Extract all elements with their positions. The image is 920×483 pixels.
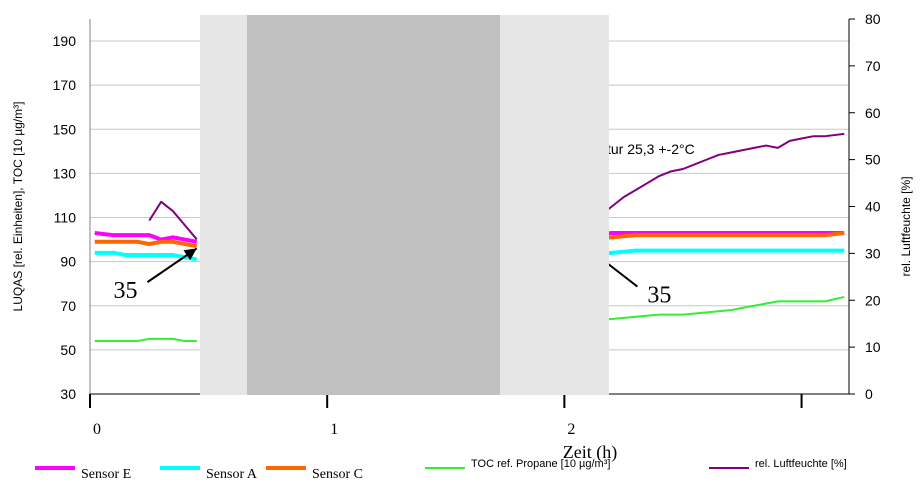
series-line [588,295,845,320]
occluder-inner [247,15,500,395]
left-tick-label: 110 [54,210,77,226]
left-tick-label: 170 [53,77,77,93]
left-tick-label: 130 [53,165,77,181]
series-line [94,239,198,249]
left-tick-label: 30 [60,386,76,402]
right-tick-label: 40 [865,199,881,215]
legend-label: Sensor E [81,467,131,482]
occluding-panel [200,15,609,395]
left-tick-label: 150 [53,121,77,137]
legend: Sensor E Sensor A Sensor C TOC ref. Propane… [35,458,847,482]
left-tick-label: 70 [60,298,76,314]
left-tick-label: 50 [60,342,76,358]
series-lines [94,132,845,343]
left-tick-label: 190 [53,33,77,49]
right-axis-title: rel. Luftfeuchte [%] [899,176,913,276]
right-tick-label: 50 [865,152,881,168]
x-tick-label: 1 [330,421,338,438]
legend-label: Sensor A [206,467,258,482]
axes: 3050709011013015017019001020304050607080… [11,11,913,463]
right-tick-label: 0 [865,386,873,402]
legend-label: rel. Luftfeuchte [%] [755,458,847,470]
x-tick-label: 2 [567,421,575,438]
right-tick-label: 30 [865,245,881,261]
right-tick-label: 70 [865,58,881,74]
series-line [588,230,845,240]
x-axis-title: Zeit (h) [563,442,617,463]
series-line [94,337,197,343]
left-axis-title: LUQAS [rel. Einheiten], TOC [10 µg/m³] [11,102,25,312]
series-line [587,132,845,227]
right-tick-label: 80 [865,11,881,27]
series-line [587,230,845,238]
legend-label: TOC ref. Propane [10 µg/m³] [471,458,610,470]
right-tick-label: 10 [865,339,881,355]
series-line [94,250,198,262]
series-line [587,248,845,258]
x-tick-label: 0 [93,421,101,438]
legend-label: Sensor C [312,467,363,482]
annotation-label: 35 [113,278,137,304]
right-tick-label: 20 [865,292,881,308]
right-tick-label: 60 [865,105,881,121]
annotation-label: 35 [647,283,671,309]
annotation-arrowhead [183,248,197,261]
series-line [94,230,198,244]
left-tick-label: 90 [60,254,76,270]
series-line [148,200,198,240]
